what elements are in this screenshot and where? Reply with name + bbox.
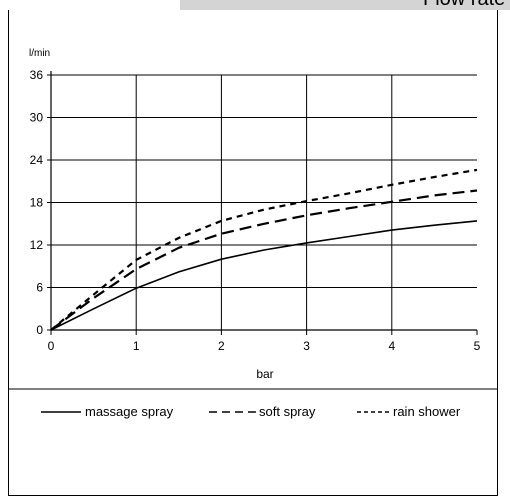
series-line-massage-spray xyxy=(50,220,478,331)
x-tick-label-0: 0 xyxy=(48,339,55,353)
y-tick-label-12: 12 xyxy=(30,238,44,252)
y-tick-label-6: 6 xyxy=(36,281,43,295)
title-bar: Flow rate diagram xyxy=(180,0,510,10)
legend-label-rain-shower: rain shower xyxy=(393,404,461,419)
y-tick-label-24: 24 xyxy=(30,153,44,167)
legend-label-massage-spray: massage spray xyxy=(85,404,174,419)
y-tick-label-0: 0 xyxy=(36,323,43,337)
y-tick-label-18: 18 xyxy=(30,196,44,210)
series-line-soft-spray xyxy=(50,189,478,331)
y-tick-label-36: 36 xyxy=(30,68,44,82)
x-tick-label-2: 2 xyxy=(218,339,225,353)
chart-title: Flow rate diagram xyxy=(423,0,510,10)
y-axis-label: l/min xyxy=(29,48,50,59)
legend: massage spray soft spray rain shower xyxy=(41,404,461,419)
axes xyxy=(47,71,478,335)
x-tick-label-1: 1 xyxy=(133,339,140,353)
x-tick-label-5: 5 xyxy=(474,339,481,353)
series-line-rain-shower xyxy=(50,168,478,331)
legend-label-soft-spray: soft spray xyxy=(259,404,316,419)
chart-frame: 0 6 12 18 24 30 36 0 1 2 3 4 5 l/min bar massage spr… xyxy=(8,10,498,496)
series-lines xyxy=(50,168,478,331)
y-tick-label-30: 30 xyxy=(30,111,44,125)
x-tick-label-3: 3 xyxy=(303,339,310,353)
x-tick-label-4: 4 xyxy=(388,339,395,353)
x-axis-label: bar xyxy=(256,367,273,381)
grid xyxy=(51,74,477,330)
